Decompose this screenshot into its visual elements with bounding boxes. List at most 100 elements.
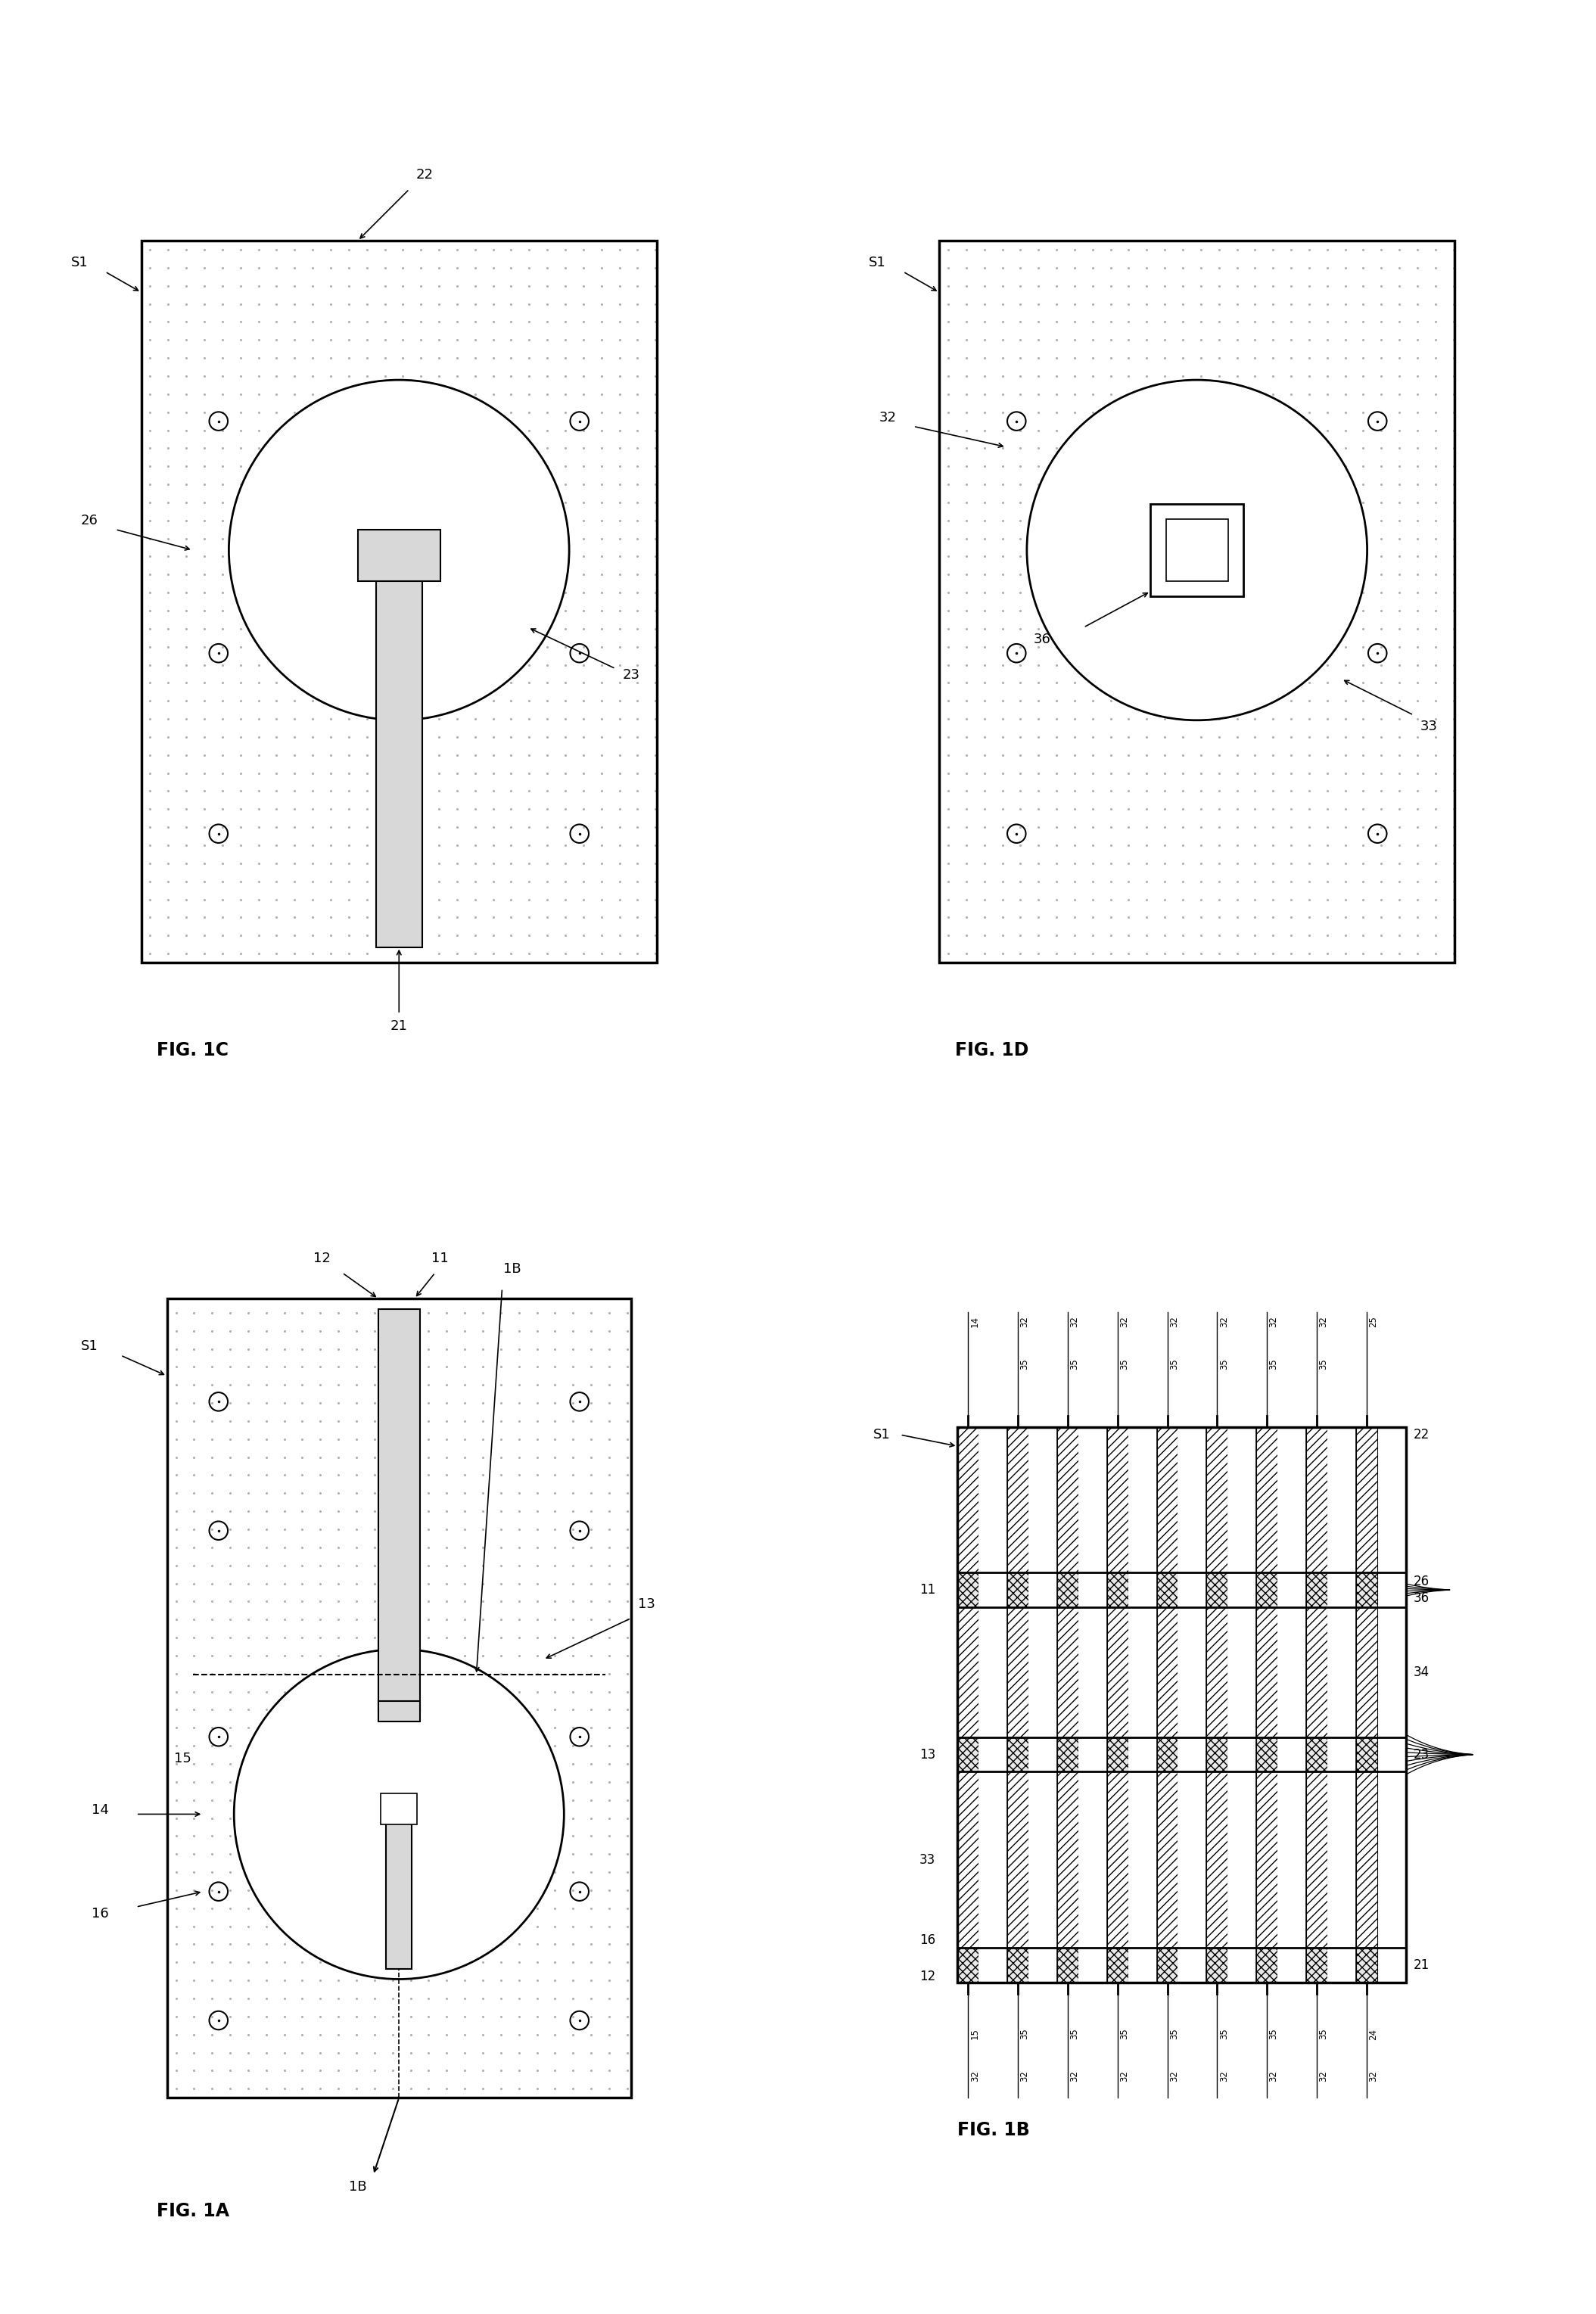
Point: [372, 359, 397, 396]
Point: [1007, 935, 1033, 972]
Point: [1369, 359, 1395, 396]
Point: [1261, 791, 1286, 828]
Point: [1116, 285, 1141, 322]
Point: [308, 2034, 334, 2071]
Point: [578, 2071, 603, 2108]
Point: [192, 935, 217, 972]
Point: [597, 1530, 622, 1567]
Point: [271, 1620, 297, 1657]
Point: [506, 1493, 531, 1530]
Text: 12: 12: [919, 1969, 935, 1983]
Point: [246, 898, 271, 935]
Point: [343, 1421, 369, 1458]
Point: [228, 268, 254, 305]
Point: [1044, 717, 1069, 754]
Point: [606, 359, 632, 396]
Point: [1224, 845, 1250, 882]
Point: [463, 845, 488, 882]
Point: [1350, 574, 1376, 611]
Point: [209, 231, 235, 268]
Point: [517, 646, 543, 683]
Point: [1387, 826, 1412, 863]
Point: [318, 340, 343, 377]
Point: [552, 359, 578, 396]
Point: [1441, 701, 1467, 738]
Point: [163, 1620, 188, 1657]
Point: [1242, 845, 1267, 882]
Point: [1441, 646, 1467, 683]
Point: [463, 882, 488, 919]
Point: [535, 701, 560, 738]
Point: [155, 465, 180, 502]
Point: [1007, 736, 1033, 773]
Text: 34: 34: [1414, 1666, 1430, 1680]
Point: [163, 1872, 188, 1909]
Point: [155, 340, 180, 377]
Point: [1187, 845, 1213, 882]
Point: [246, 340, 271, 377]
Point: [597, 1402, 622, 1439]
Point: [614, 1854, 640, 1891]
Point: [372, 250, 397, 287]
Point: [417, 1583, 442, 1620]
Point: [182, 1402, 207, 1439]
Point: [174, 808, 200, 845]
Point: [543, 1655, 568, 1692]
Point: [155, 717, 180, 754]
Point: [1098, 717, 1124, 754]
Point: [1441, 808, 1467, 845]
Point: [589, 465, 614, 502]
Text: 32: 32: [1069, 1317, 1079, 1328]
Point: [589, 484, 614, 521]
Point: [343, 2053, 369, 2090]
Point: [1369, 449, 1395, 486]
Point: [362, 2015, 388, 2053]
Point: [506, 1294, 531, 1331]
Point: [1422, 574, 1448, 611]
Point: [228, 465, 254, 502]
Point: [560, 1530, 586, 1567]
Point: [570, 574, 595, 611]
Point: [434, 2071, 460, 2108]
Point: [480, 898, 506, 935]
Point: [953, 683, 978, 720]
Point: [308, 1349, 334, 1386]
Point: [498, 898, 523, 935]
Point: [578, 1564, 603, 1601]
Point: [380, 2015, 405, 2053]
Point: [570, 592, 595, 629]
Point: [289, 1962, 314, 1999]
Point: [1422, 484, 1448, 521]
Point: [1187, 250, 1213, 287]
Point: [434, 1402, 460, 1439]
Point: [935, 882, 961, 919]
Point: [570, 916, 595, 953]
Point: [972, 646, 998, 683]
Point: [578, 1655, 603, 1692]
Point: [589, 592, 614, 629]
Point: [1187, 268, 1213, 305]
Point: [935, 285, 961, 322]
Point: [246, 791, 271, 828]
Point: [597, 1456, 622, 1493]
Point: [163, 1402, 188, 1439]
Bar: [1007, 1948, 1028, 1983]
Point: [643, 340, 669, 377]
Point: [254, 1997, 279, 2034]
Point: [163, 1692, 188, 1729]
Point: [228, 773, 254, 810]
Point: [1261, 773, 1286, 810]
Point: [1007, 465, 1033, 502]
Point: [1152, 826, 1178, 863]
Point: [1387, 898, 1412, 935]
Point: [463, 268, 488, 305]
Point: [1224, 340, 1250, 377]
Point: [1242, 826, 1267, 863]
Bar: [1057, 1608, 1079, 1738]
Point: [1333, 845, 1358, 882]
Point: [372, 303, 397, 340]
Point: [517, 773, 543, 810]
Point: [372, 231, 397, 268]
Point: [1116, 250, 1141, 287]
Point: [1170, 808, 1195, 845]
